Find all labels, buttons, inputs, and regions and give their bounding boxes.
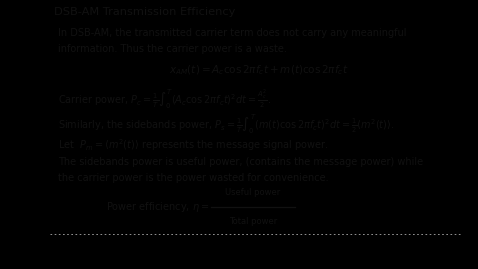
Text: Carrier power, $P_c = \frac{1}{T}\int_0^T(A_c\cos 2\pi f_c t)^2 dt = \frac{A_c^2: Carrier power, $P_c = \frac{1}{T}\int_0^… — [58, 87, 272, 111]
Text: Useful power: Useful power — [225, 188, 281, 197]
Text: information. Thus the carrier power is a waste.: information. Thus the carrier power is a… — [58, 44, 287, 54]
Text: The sidebands power is useful power, (contains the message power) while: The sidebands power is useful power, (co… — [58, 157, 424, 167]
Text: In DSB-AM, the transmitted carrier term does not carry any meaningful: In DSB-AM, the transmitted carrier term … — [58, 28, 407, 38]
Text: DSB-AM Transmission Efficiency: DSB-AM Transmission Efficiency — [54, 7, 236, 17]
Text: Let  $P_m = \langle m^2(t)\rangle$ represents the message signal power.: Let $P_m = \langle m^2(t)\rangle$ repres… — [58, 137, 329, 153]
Text: Total power: Total power — [228, 217, 277, 226]
Text: Similarly, the sidebands power, $P_s = \frac{1}{T}\int_0^T(m(t)\cos 2\pi f_c t)^: Similarly, the sidebands power, $P_s = \… — [58, 113, 395, 136]
Text: Power efficiency, $\eta = $: Power efficiency, $\eta = $ — [106, 200, 209, 214]
Text: the carrier power is the power wasted for convenience.: the carrier power is the power wasted fo… — [58, 173, 329, 183]
Text: $x_{AM}(t) = A_c\cos 2\pi f_c t + m(t)\cos 2\pi f_c t$: $x_{AM}(t) = A_c\cos 2\pi f_c t + m(t)\c… — [169, 63, 349, 77]
